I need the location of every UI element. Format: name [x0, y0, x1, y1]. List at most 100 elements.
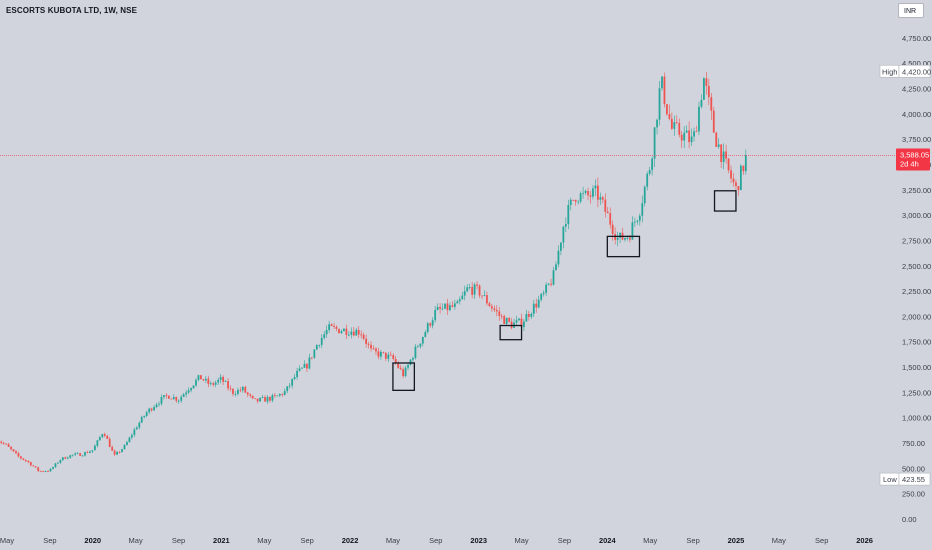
candle [577, 199, 580, 205]
candle-body [94, 445, 96, 451]
candle-body [308, 357, 311, 369]
candle [367, 341, 370, 349]
candle-body [118, 451, 121, 453]
candle [542, 290, 545, 297]
candle-body [209, 383, 212, 385]
candle [653, 127, 656, 168]
candle-body [483, 295, 486, 296]
candle [128, 436, 131, 443]
candle [508, 316, 511, 323]
candle [592, 185, 594, 200]
candle-body [557, 250, 560, 265]
candle-body [64, 457, 67, 459]
annotation-rectangle[interactable] [606, 235, 641, 258]
candle [611, 220, 614, 241]
candle-body [375, 348, 377, 352]
candle-body [520, 318, 523, 328]
candle-body [735, 182, 737, 187]
candle-body [389, 354, 392, 356]
candle [22, 458, 25, 461]
candle [138, 421, 141, 430]
candle [486, 291, 488, 306]
candle [732, 173, 735, 187]
candle [163, 395, 165, 400]
candle [641, 195, 644, 223]
candle [44, 470, 47, 473]
candle [281, 393, 284, 397]
candle [434, 305, 437, 323]
currency-selector[interactable]: INR [898, 3, 924, 18]
candle-body [742, 165, 745, 172]
candle-body [717, 144, 720, 147]
candle-body [567, 205, 570, 225]
candle [744, 149, 747, 175]
candle [717, 138, 720, 149]
candle [10, 445, 12, 451]
candle-body [229, 388, 232, 390]
countdown-value: 2d 4h [900, 160, 919, 169]
candle-body [416, 346, 419, 348]
candle-body [688, 130, 691, 143]
candle [259, 397, 261, 402]
candle-body [431, 320, 434, 326]
candle-body [27, 461, 30, 463]
candle [96, 439, 99, 448]
candle [404, 365, 407, 378]
candle [500, 313, 503, 320]
candle-body [81, 455, 84, 457]
candle [742, 165, 745, 176]
candle-body [579, 193, 582, 202]
candle [727, 158, 730, 174]
candle [34, 466, 37, 468]
candle-body [172, 397, 175, 400]
candle [190, 387, 192, 393]
candle-body [278, 394, 281, 396]
candle [673, 115, 676, 136]
high-value: 4,420.00 [902, 67, 931, 76]
candle-body [473, 284, 476, 295]
candle-body [143, 415, 146, 417]
annotation-rectangle[interactable] [499, 324, 523, 341]
annotation-boxes[interactable] [392, 190, 737, 391]
candle-body [79, 453, 82, 456]
candle [471, 282, 474, 299]
candle-body [140, 416, 143, 423]
candle [153, 405, 155, 412]
candle-body [384, 352, 387, 359]
candle-body [318, 344, 321, 346]
candle-body [732, 178, 735, 183]
candle [71, 454, 74, 457]
candle [59, 459, 62, 464]
y-tick-label: 500.00 [902, 464, 925, 473]
candle [325, 325, 328, 338]
candle [116, 450, 118, 456]
candle-body [722, 151, 725, 162]
candle [550, 278, 552, 287]
candle [276, 395, 279, 397]
candle-body [0, 441, 3, 443]
candle [246, 391, 249, 398]
candle-body [200, 375, 202, 380]
annotation-rectangle[interactable] [713, 190, 737, 212]
candle [177, 399, 180, 404]
candle-body [66, 457, 69, 459]
candle-body [293, 377, 296, 379]
candle-body [493, 308, 496, 310]
x-tick-label: May [257, 536, 271, 545]
candle [313, 348, 316, 359]
x-tick-label: Sep [43, 536, 56, 545]
candle [739, 163, 742, 191]
candle [424, 329, 427, 338]
candle-body [22, 458, 25, 460]
candle [335, 325, 338, 332]
candle-body [266, 396, 269, 402]
candle [498, 307, 501, 321]
candle-body [589, 195, 592, 197]
annotation-rectangle[interactable] [392, 362, 416, 391]
candle-body [426, 323, 429, 333]
candle-body [212, 383, 215, 385]
candle-body [138, 422, 141, 428]
candle-body [624, 238, 626, 240]
candle [224, 379, 227, 383]
